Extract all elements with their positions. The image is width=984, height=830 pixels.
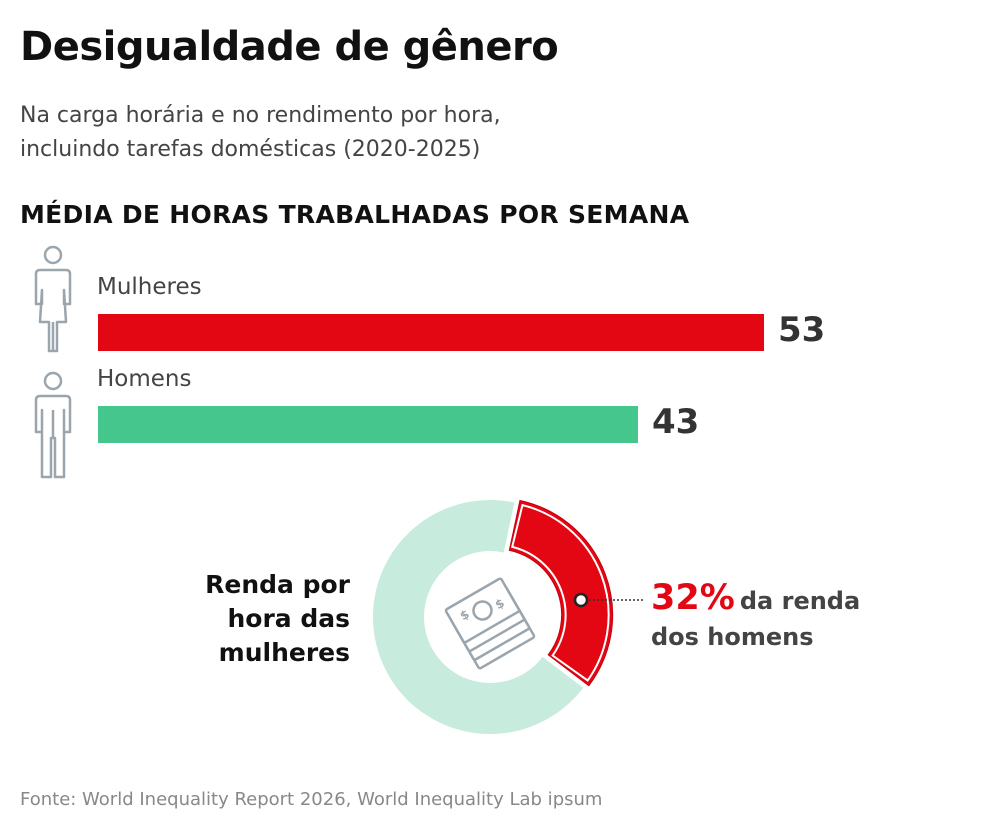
pct-leader-dot [573,592,589,608]
donut-slice-women-outline [511,503,610,682]
bar-mulheres [98,314,764,351]
pct-text-1: da renda [739,587,861,615]
source-note: Fonte: World Inequality Report 2026, Wor… [20,789,603,810]
donut-slice-women [508,499,614,687]
donut-label-line-1: Renda por [205,570,350,599]
bar-label-mulheres: Mulheres [97,274,202,300]
subtitle-line-2: incluindo tarefas domésticas (2020-2025) [20,137,481,162]
woman-icon [34,245,72,353]
chart-subtitle: Na carga horária e no rendimento por hor… [20,99,720,167]
section-title: MÉDIA DE HORAS TRABALHADAS POR SEMANA [20,200,690,229]
donut-label: Renda por hora das mulheres [170,568,350,670]
bar-homens [98,406,638,443]
subtitle-line-1: Na carga horária e no rendimento por hor… [20,103,501,128]
pct-annotation: 32% da renda dos homens [651,578,981,655]
donut-label-line-2: hora das [227,604,350,633]
donut-slice-rest [373,500,584,735]
pct-text-2: dos homens [651,623,814,651]
bar-value-homens: 43 [652,402,700,442]
bar-label-homens: Homens [97,366,192,392]
money-bills-icon: $ $ [444,577,536,670]
chart-title: Desigualdade de gênero [20,24,559,70]
donut-label-line-3: mulheres [218,638,350,667]
pct-value: 32% [651,578,735,618]
man-icon [34,371,72,479]
bar-value-mulheres: 53 [778,310,826,350]
